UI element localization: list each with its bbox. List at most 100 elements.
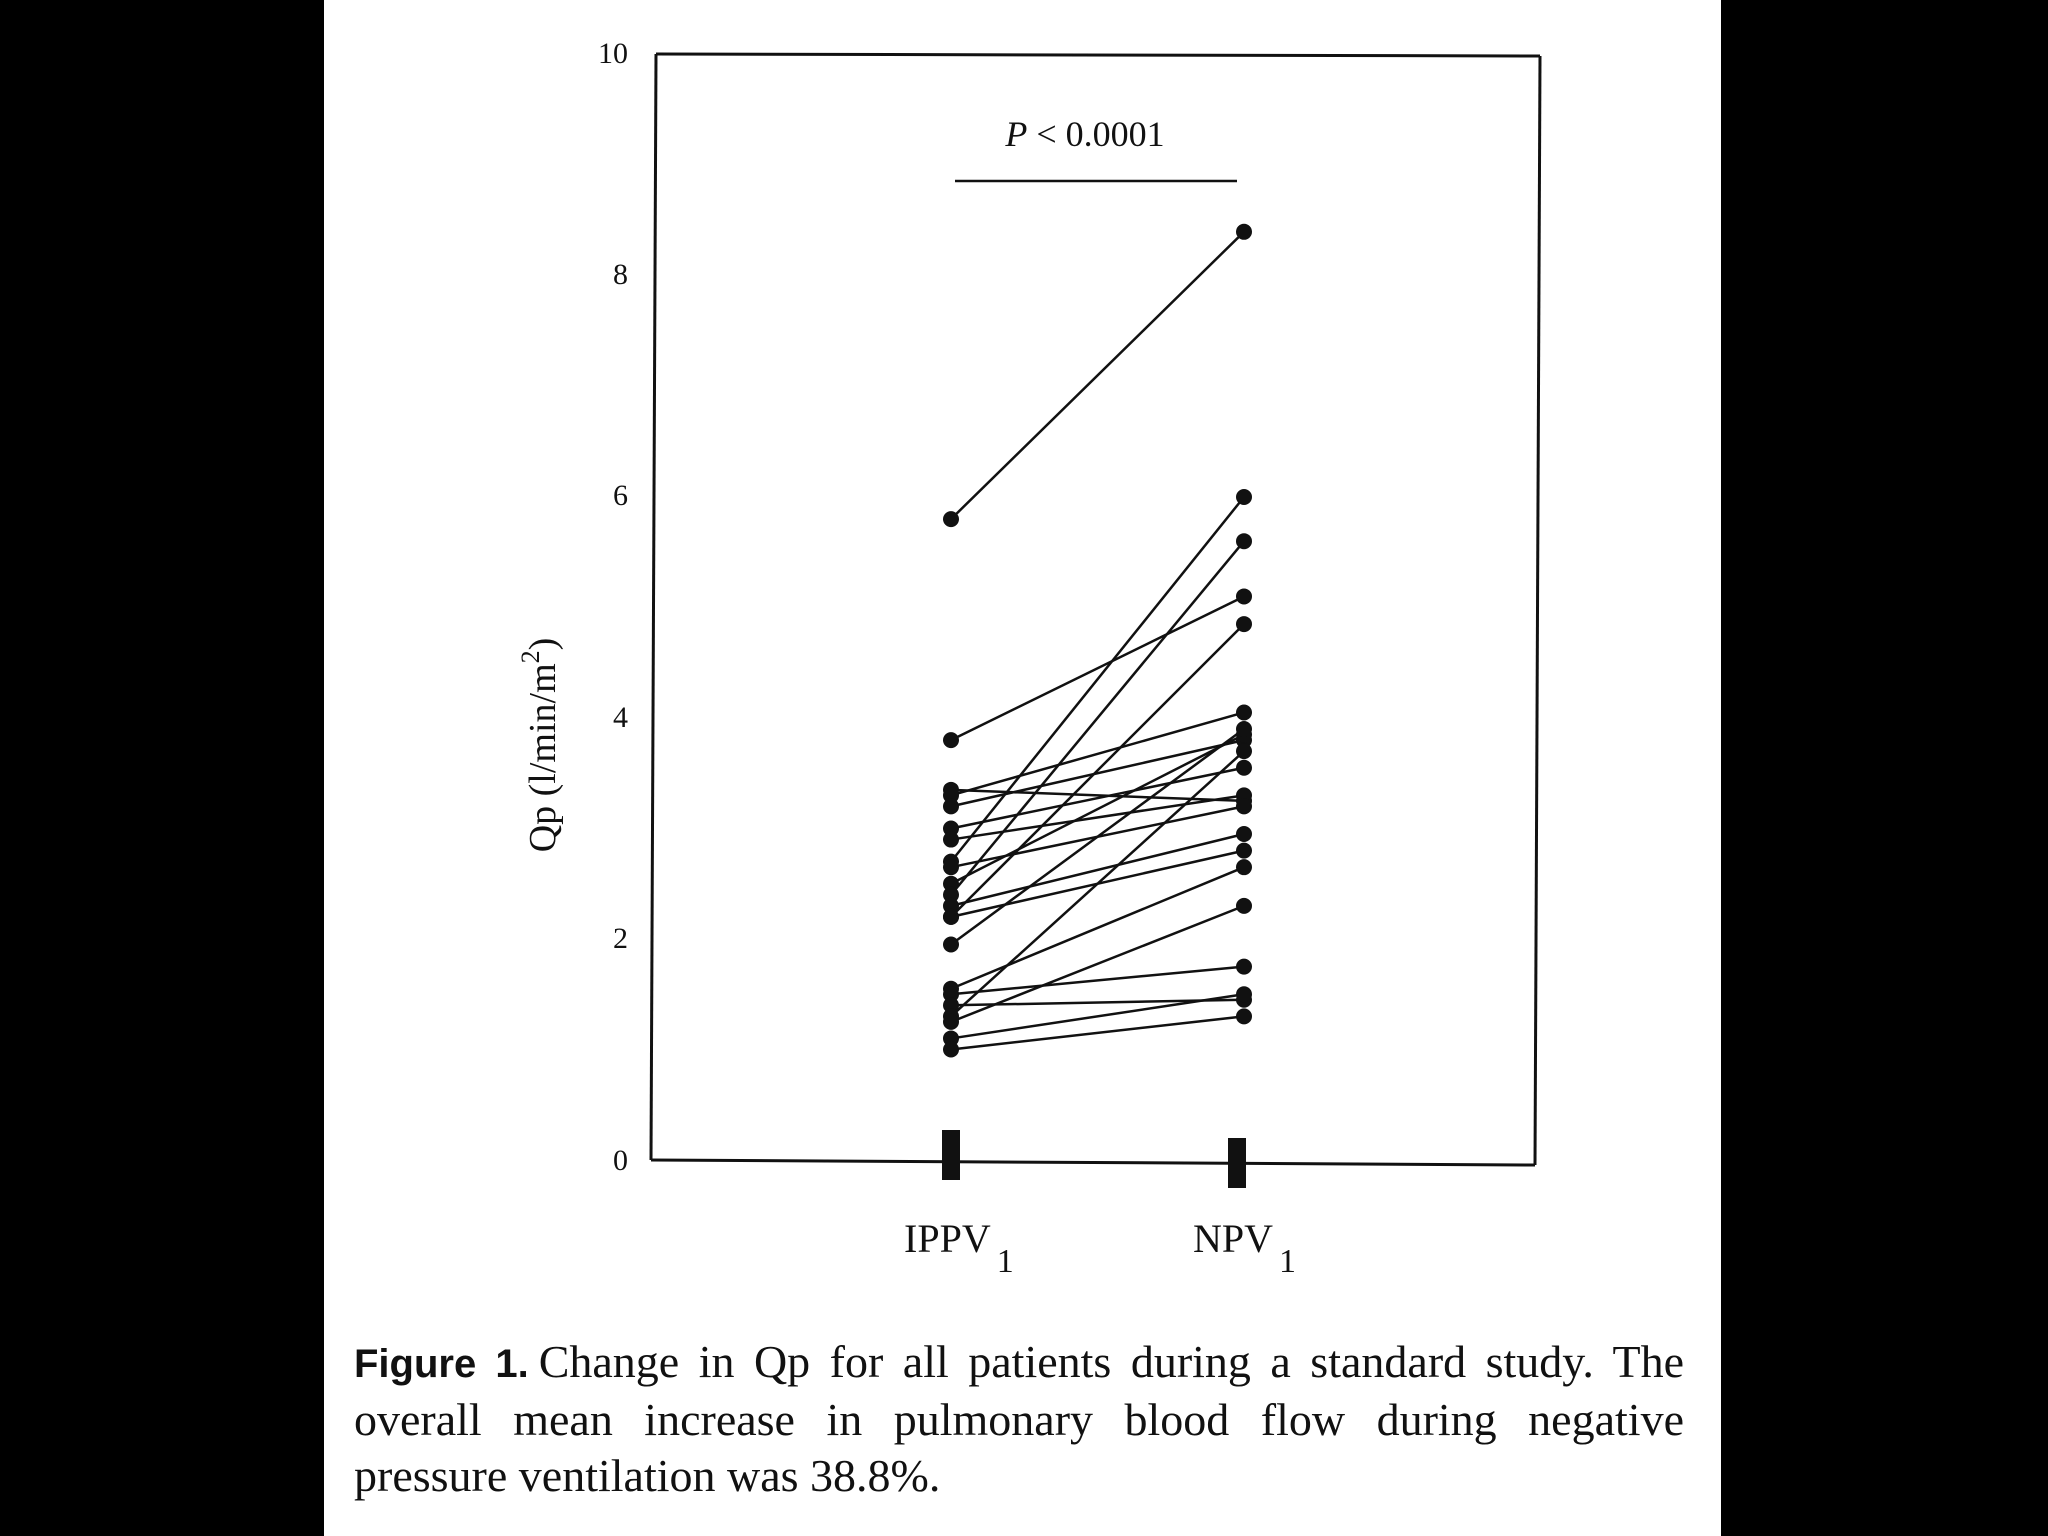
series-line	[950, 866, 1245, 990]
y-tick-labels: 0 2 4 6 8 10	[598, 37, 628, 1177]
x-category-label-npv: NPV1	[1193, 1216, 1296, 1280]
data-point	[1236, 1008, 1252, 1025]
series-patient-20	[943, 897, 1252, 1030]
series-patient-1	[943, 223, 1252, 528]
series-patient-8	[943, 489, 1252, 870]
x-category-main: NPV	[1193, 1216, 1273, 1261]
series-line	[950, 794, 1245, 841]
data-point	[1236, 958, 1252, 975]
y-tick-label: 10	[598, 37, 628, 70]
series-patient-6	[943, 759, 1252, 837]
y-tick-label: 4	[613, 701, 628, 734]
data-point	[943, 1013, 959, 1030]
series-patient-15	[943, 721, 1252, 953]
data-point	[943, 820, 959, 837]
plot-frame-top-left	[655, 52, 1541, 58]
y-tick-label: 6	[613, 479, 628, 512]
series-patient-21	[943, 986, 1252, 1047]
series-line	[950, 738, 1245, 808]
y-tick-label: 2	[613, 922, 628, 955]
plot-frame-left	[649, 53, 658, 1161]
series-line	[950, 733, 1245, 885]
y-tick-label: 0	[613, 1144, 628, 1177]
series-line	[950, 993, 1245, 1040]
data-point	[1236, 787, 1252, 804]
data-point	[1236, 588, 1252, 605]
data-point	[943, 831, 959, 848]
data-point	[943, 936, 959, 953]
p-value-rest: < 0.0001	[1027, 114, 1164, 154]
data-point	[943, 886, 959, 903]
series-line	[950, 595, 1245, 742]
data-point	[1236, 986, 1252, 1003]
series-patient-12	[943, 826, 1252, 914]
series-patient-14	[943, 616, 1252, 925]
data-point	[1236, 721, 1252, 738]
series-line	[950, 540, 1245, 896]
figure-panel	[324, 0, 1721, 1536]
series-line	[950, 965, 1245, 996]
series-patient-22	[943, 1008, 1252, 1058]
series-patient-4	[943, 704, 1252, 804]
x-category-sub: 1	[1279, 1243, 1296, 1280]
data-point	[1236, 223, 1252, 240]
data-point	[943, 908, 959, 925]
series-patient-17	[943, 958, 1252, 1003]
data-point	[943, 875, 959, 892]
plot-frame-bottom	[650, 1158, 1536, 1167]
p-value-italic: P	[1004, 114, 1027, 154]
y-tick-label: 8	[613, 258, 628, 291]
series-patient-2	[943, 588, 1252, 749]
x-category-label-ippv: IPPV1	[904, 1216, 1014, 1280]
plot-frame-right	[1533, 55, 1542, 1166]
y-axis-label-main: Qp (l/min/m	[522, 663, 564, 852]
series-line	[950, 728, 1245, 946]
series-line	[950, 832, 1245, 908]
data-point	[1236, 798, 1252, 815]
y-axis-label-sup: 2	[516, 650, 545, 663]
series-layer	[943, 223, 1252, 1058]
series-line	[950, 711, 1245, 797]
data-point	[1236, 842, 1252, 859]
y-axis-label-end: )	[522, 638, 564, 651]
data-point	[1236, 826, 1252, 843]
x-category-marker-npv	[1228, 1138, 1246, 1188]
series-line	[950, 788, 1245, 803]
x-category-main: IPPV	[904, 1216, 991, 1261]
y-axis-label: Qp (l/min/m2)	[516, 638, 564, 853]
data-point	[1236, 897, 1252, 914]
series-patient-7	[943, 787, 1252, 848]
data-point	[943, 897, 959, 914]
data-point	[943, 997, 959, 1014]
series-line	[950, 1015, 1245, 1051]
chart: 0 2 4 6 8 10 Qp (l/min/m2) P < 0.0001 IP…	[516, 37, 1542, 1280]
data-point	[1236, 533, 1252, 550]
series-line	[950, 230, 1245, 520]
data-point	[943, 511, 959, 528]
data-point	[1236, 859, 1252, 876]
caption-label: Figure 1.	[354, 1342, 529, 1386]
series-line	[950, 766, 1245, 830]
series-patient-10	[943, 726, 1252, 892]
series-patient-11	[943, 533, 1252, 903]
data-point	[1236, 743, 1252, 760]
x-category-marker-ippv	[942, 1130, 960, 1180]
caption-text: Change in Qp for all patients during a s…	[354, 1336, 1684, 1501]
data-point	[943, 798, 959, 815]
data-point	[943, 1030, 959, 1047]
series-line	[950, 904, 1245, 1024]
figure-caption: Figure 1. Change in Qp for all patients d…	[354, 1334, 1684, 1504]
series-line	[950, 750, 1245, 1018]
series-patient-18	[943, 991, 1252, 1014]
data-point	[943, 986, 959, 1003]
series-line	[950, 623, 1245, 918]
data-point	[943, 1041, 959, 1058]
data-point	[943, 732, 959, 749]
data-point	[1236, 616, 1252, 633]
data-point	[943, 859, 959, 876]
data-point	[943, 787, 959, 804]
data-point	[1236, 489, 1252, 505]
series-line	[950, 496, 1245, 863]
p-value-annotation: P < 0.0001	[1004, 114, 1164, 154]
